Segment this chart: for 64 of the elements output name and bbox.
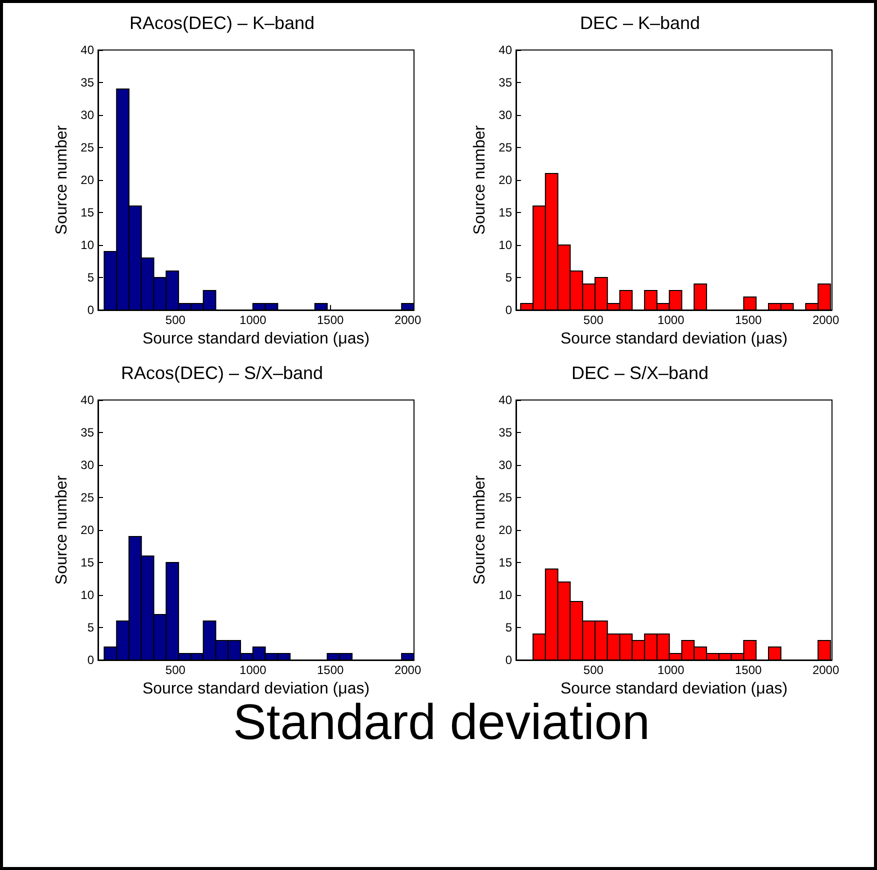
chart-title: DEC – K–band (580, 13, 700, 33)
y-tick-label: 20 (80, 173, 94, 187)
y-tick-label: 20 (80, 523, 94, 537)
y-tick-label: 30 (80, 108, 94, 122)
x-tick-label: 500 (583, 663, 604, 677)
y-tick-label: 15 (80, 206, 94, 220)
y-tick-label: 30 (498, 108, 512, 122)
x-tick-label: 500 (165, 663, 186, 677)
x-tick-label: 1500 (735, 313, 762, 327)
y-tick-label: 35 (80, 426, 94, 440)
y-tick-label: 20 (498, 523, 512, 537)
x-tick-label: 1000 (658, 313, 685, 327)
y-tick-label: 5 (505, 620, 512, 634)
x-axis-title: Source standard deviation (μas) (560, 680, 788, 698)
y-tick-label: 30 (80, 458, 94, 472)
y-tick-label: 0 (505, 303, 512, 317)
y-tick-label: 40 (80, 393, 94, 407)
y-tick-label: 0 (87, 653, 94, 667)
y-axis-title: Source number (471, 124, 488, 235)
y-tick-label: 10 (80, 238, 94, 252)
x-tick-label: 2000 (812, 313, 840, 327)
y-tick-label: 35 (80, 76, 94, 90)
y-tick-label: 35 (498, 426, 512, 440)
y-axis-title: Source number (471, 474, 488, 585)
chart-title: RAcos(DEC) – S/X–band (120, 363, 324, 383)
chart-title: DEC – S/X–band (571, 363, 709, 383)
y-tick-label: 10 (498, 588, 512, 602)
x-tick-label: 2000 (394, 663, 422, 677)
y-tick-label: 15 (498, 206, 512, 220)
x-tick-label: 1000 (240, 313, 267, 327)
y-tick-label: 0 (505, 653, 512, 667)
y-tick-label: 0 (87, 303, 94, 317)
y-tick-label: 40 (80, 43, 94, 57)
chart-title: RAcos(DEC) – K–band (129, 13, 315, 33)
y-tick-label: 5 (87, 270, 94, 284)
y-tick-label: 35 (498, 76, 512, 90)
y-axis-title: Source number (53, 474, 70, 585)
y-tick-label: 40 (498, 43, 512, 57)
y-tick-label: 25 (80, 490, 94, 504)
x-axis-title: Source standard deviation (μas) (560, 330, 788, 348)
y-tick-label: 10 (80, 588, 94, 602)
y-tick-label: 40 (498, 393, 512, 407)
y-tick-label: 25 (498, 140, 512, 154)
x-tick-label: 2000 (812, 663, 840, 677)
y-tick-label: 20 (498, 173, 512, 187)
x-axis-title: Source standard deviation (μas) (142, 680, 370, 698)
x-tick-label: 500 (583, 313, 604, 327)
y-axis-title: Source number (53, 124, 70, 235)
y-tick-label: 25 (498, 490, 512, 504)
x-tick-label: 500 (165, 313, 186, 327)
y-tick-label: 10 (498, 238, 512, 252)
y-tick-label: 30 (498, 458, 512, 472)
y-tick-label: 15 (80, 556, 94, 570)
x-tick-label: 1500 (317, 663, 344, 677)
y-tick-label: 5 (87, 620, 94, 634)
x-tick-label: 2000 (394, 313, 422, 327)
x-tick-label: 1000 (240, 663, 267, 677)
y-tick-label: 5 (505, 270, 512, 284)
y-tick-label: 25 (80, 140, 94, 154)
x-axis-title: Source standard deviation (μas) (142, 330, 370, 348)
y-tick-label: 15 (498, 556, 512, 570)
x-tick-label: 1500 (735, 663, 762, 677)
x-tick-label: 1500 (317, 313, 344, 327)
x-tick-label: 1000 (658, 663, 685, 677)
